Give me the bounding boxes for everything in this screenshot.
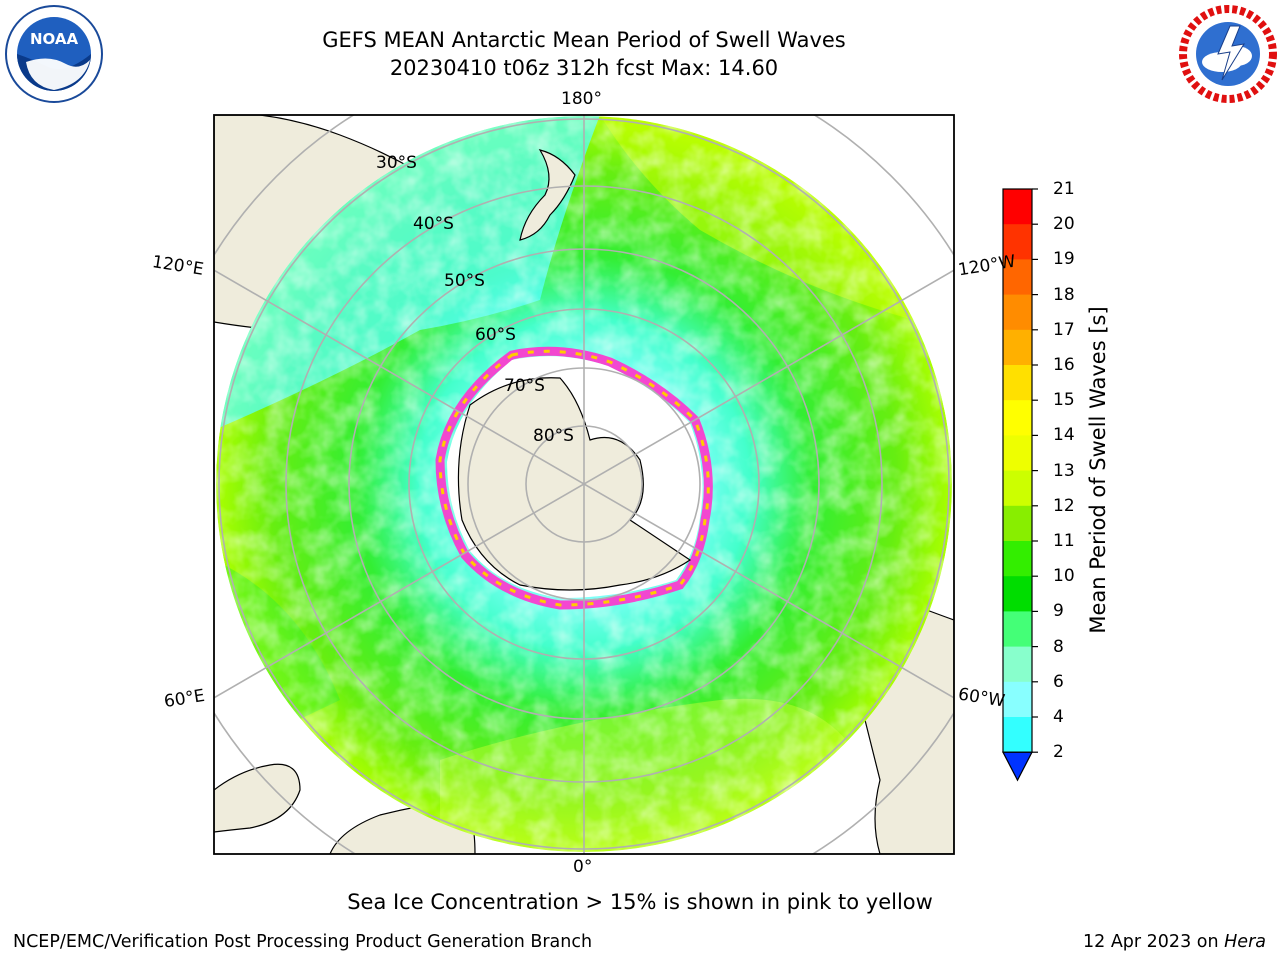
colorbar-box (1003, 576, 1032, 612)
colorbar-tick-label: 19 (1053, 249, 1075, 270)
colorbar-tick-label: 21 (1053, 179, 1075, 199)
colorbar-box (1003, 259, 1032, 296)
sea-ice-note: Sea Ice Concentration > 15% is shown in … (347, 890, 933, 914)
colorbar-tick-label: 6 (1053, 671, 1064, 692)
colorbar-box (1003, 611, 1032, 648)
footer-host: Hera (1224, 932, 1266, 952)
colorbar-tick-label: 12 (1053, 495, 1075, 516)
colorbar-box (1003, 329, 1032, 366)
colorbar-box (1003, 224, 1032, 260)
colorbar-box (1003, 435, 1032, 472)
lat-label-80s: 80°S (533, 426, 574, 446)
footer-date-text: 12 Apr 2023 on (1083, 932, 1225, 952)
chart-title: GEFS MEAN Antarctic Mean Period of Swell… (322, 28, 846, 52)
colorbar-box (1003, 541, 1032, 577)
new-zealand (519, 149, 576, 241)
colorbar-box (1003, 365, 1032, 401)
colorbar-box (1003, 681, 1032, 718)
colorbar-tick-label: 11 (1053, 531, 1075, 551)
map-frame (213, 114, 955, 855)
colorbar-box (1003, 505, 1032, 542)
footer-credit: NCEP/EMC/Verification Post Processing Pr… (13, 932, 593, 952)
colorbar-box (1003, 717, 1032, 753)
colorbar-tick-label: 9 (1053, 601, 1064, 622)
colorbar-tick-label: 16 (1053, 355, 1075, 375)
footer-date: 12 Apr 2023 on Hera (1083, 932, 1266, 952)
lat-label-30s: 30°S (376, 153, 417, 173)
lat-label-50s: 50°S (444, 271, 485, 291)
colorbar-box (1003, 400, 1032, 436)
noaa-logo-text: NOAA (30, 30, 79, 48)
colorbar-tick-label: 15 (1053, 390, 1075, 411)
lon-label-0: 0° (573, 857, 593, 877)
colorbar-tick-label: 10 (1053, 566, 1075, 587)
antarctica (435, 346, 713, 610)
noaa-logo-icon: NOAA (5, 5, 103, 103)
colorbar-tick-label: 8 (1053, 636, 1064, 657)
colorbar-tick-label: 13 (1053, 460, 1075, 481)
nws-logo-icon (1179, 5, 1277, 103)
lon-label-180: 180° (561, 89, 602, 109)
colorbar-tick-label: 17 (1053, 319, 1075, 340)
colorbar-box (1003, 189, 1032, 225)
lat-label-60s: 60°S (475, 325, 516, 345)
colorbar-tick-label: 20 (1053, 214, 1075, 235)
colorbar-extend-arrow (1002, 751, 1033, 782)
lat-label-70s: 70°S (504, 376, 545, 396)
colorbar (1002, 188, 1038, 782)
lat-label-40s: 40°S (413, 214, 454, 234)
colorbar-label: Mean Period of Swell Waves [s] (1086, 306, 1110, 634)
colorbar-tick-label: 2 (1053, 742, 1064, 763)
colorbar-box (1003, 470, 1032, 507)
colorbar-box (1003, 294, 1032, 331)
colorbar-tick-label: 18 (1053, 284, 1075, 305)
colorbar-tick-label: 14 (1053, 425, 1075, 446)
chart-subtitle: 20230410 t06z 312h fcst Max: 14.60 (389, 56, 779, 80)
colorbar-box (1003, 646, 1032, 683)
colorbar-tick-label: 4 (1053, 707, 1064, 727)
